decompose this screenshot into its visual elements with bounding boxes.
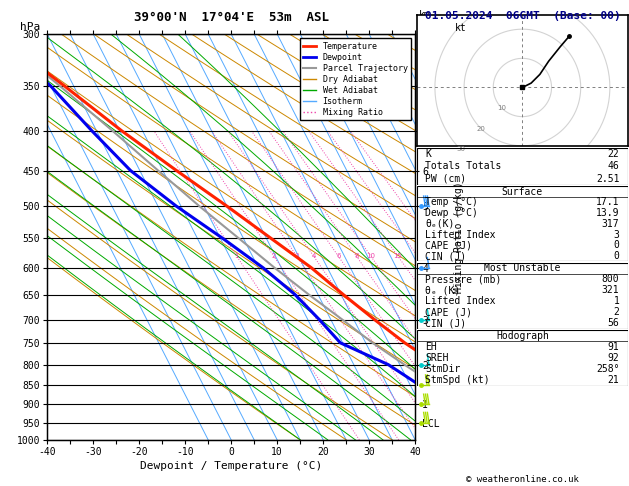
Text: © weatheronline.co.uk: © weatheronline.co.uk — [466, 474, 579, 484]
Text: θₑ (K): θₑ (K) — [425, 285, 460, 295]
Text: 8: 8 — [354, 253, 359, 259]
Text: 30: 30 — [456, 146, 465, 152]
Text: 92: 92 — [608, 353, 620, 363]
X-axis label: Dewpoint / Temperature (°C): Dewpoint / Temperature (°C) — [140, 461, 322, 471]
Text: EH: EH — [425, 342, 437, 352]
Text: 10: 10 — [498, 105, 506, 111]
Text: Hodograph: Hodograph — [496, 330, 549, 341]
Legend: Temperature, Dewpoint, Parcel Trajectory, Dry Adiabat, Wet Adiabat, Isotherm, Mi: Temperature, Dewpoint, Parcel Trajectory… — [300, 38, 411, 121]
Text: 21: 21 — [608, 375, 620, 385]
Text: hPa: hPa — [19, 22, 40, 32]
Text: 2: 2 — [272, 253, 276, 259]
Text: kt: kt — [455, 23, 467, 34]
Text: 6: 6 — [336, 253, 340, 259]
Text: 56: 56 — [608, 318, 620, 328]
Text: 3: 3 — [294, 253, 299, 259]
Text: Dewp (°C): Dewp (°C) — [425, 208, 478, 218]
Text: km
ASL: km ASL — [419, 10, 437, 32]
Text: 258°: 258° — [596, 364, 620, 374]
Text: 2.51: 2.51 — [596, 174, 620, 184]
Text: K: K — [425, 149, 431, 159]
Text: Mixing Ratio (g/kg): Mixing Ratio (g/kg) — [454, 181, 464, 293]
Text: 4: 4 — [311, 253, 316, 259]
Text: 2: 2 — [613, 307, 620, 317]
Text: 15: 15 — [394, 253, 403, 259]
Text: Most Unstable: Most Unstable — [484, 263, 560, 274]
Text: CAPE (J): CAPE (J) — [425, 307, 472, 317]
Text: 17.1: 17.1 — [596, 197, 620, 208]
Text: 39°00'N  17°04'E  53m  ASL: 39°00'N 17°04'E 53m ASL — [133, 11, 329, 24]
Text: 46: 46 — [608, 161, 620, 172]
Text: 3: 3 — [613, 229, 620, 240]
Text: CIN (J): CIN (J) — [425, 251, 467, 261]
Text: SREH: SREH — [425, 353, 449, 363]
Text: 10: 10 — [366, 253, 376, 259]
Text: 800: 800 — [602, 274, 620, 284]
Text: Totals Totals: Totals Totals — [425, 161, 502, 172]
Text: Temp (°C): Temp (°C) — [425, 197, 478, 208]
Text: 1: 1 — [235, 253, 239, 259]
Text: 91: 91 — [608, 342, 620, 352]
Text: 0: 0 — [613, 251, 620, 261]
Text: StmSpd (kt): StmSpd (kt) — [425, 375, 490, 385]
Text: 317: 317 — [602, 219, 620, 229]
Text: CAPE (J): CAPE (J) — [425, 240, 472, 250]
Text: PW (cm): PW (cm) — [425, 174, 467, 184]
Text: 1: 1 — [613, 296, 620, 306]
Text: Surface: Surface — [502, 187, 543, 196]
Text: 13.9: 13.9 — [596, 208, 620, 218]
Text: 321: 321 — [602, 285, 620, 295]
Text: 0: 0 — [613, 240, 620, 250]
Text: CIN (J): CIN (J) — [425, 318, 467, 328]
Text: 01.05.2024  06GMT  (Base: 00): 01.05.2024 06GMT (Base: 00) — [425, 11, 620, 21]
Text: Lifted Index: Lifted Index — [425, 296, 496, 306]
Text: Lifted Index: Lifted Index — [425, 229, 496, 240]
Text: θₑ(K): θₑ(K) — [425, 219, 455, 229]
Text: 22: 22 — [608, 149, 620, 159]
Text: StmDir: StmDir — [425, 364, 460, 374]
Text: Pressure (mb): Pressure (mb) — [425, 274, 502, 284]
Text: 20: 20 — [477, 126, 486, 132]
